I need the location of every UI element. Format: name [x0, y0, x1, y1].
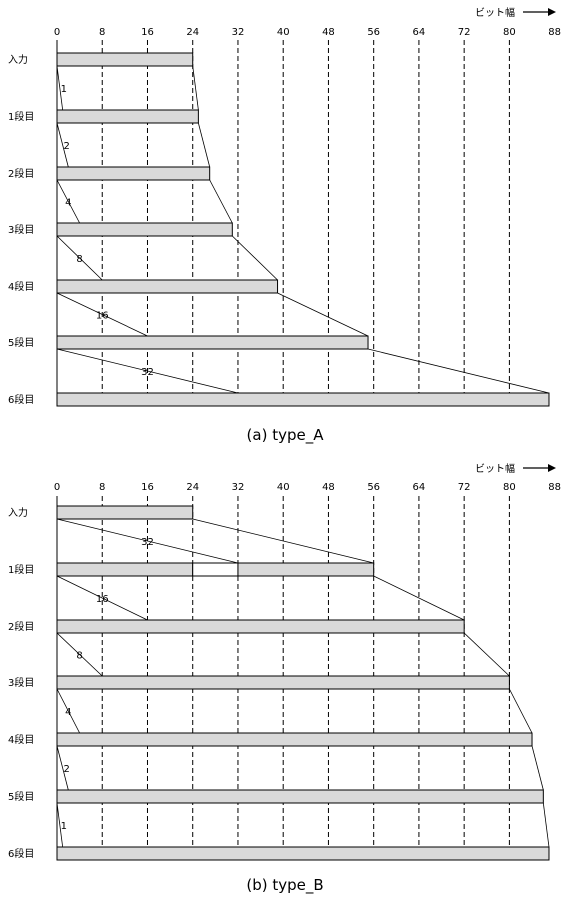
shift-label-b-5: 1	[61, 821, 67, 832]
shift-connector-left-b-0	[56, 518, 239, 564]
bar-a-3	[56, 222, 233, 237]
tick-label-a-64: 64	[413, 27, 426, 38]
tick-label-b-80: 80	[503, 482, 516, 493]
shift-label-a-4: 16	[96, 311, 109, 322]
width-connector-right-b-5	[542, 802, 550, 848]
tick-label-b-0: 0	[54, 482, 60, 493]
tick-label-a-24: 24	[186, 27, 199, 38]
tick-label-b-24: 24	[186, 482, 199, 493]
width-connector-right-a-5	[367, 348, 550, 394]
row-label-a-1: 1段目	[8, 110, 34, 123]
tick-label-a-72: 72	[458, 27, 471, 38]
tick-label-b-88: 88	[548, 482, 561, 493]
bar-b-2	[56, 619, 465, 634]
caption-b: (b) type_B	[246, 876, 323, 895]
row-label-a-0: 入力	[8, 53, 28, 66]
tick-label-b-8: 8	[99, 482, 105, 493]
shift-connector-left-b-5	[56, 802, 64, 848]
width-connector-right-b-1	[373, 575, 465, 621]
shift-label-a-1: 2	[63, 141, 69, 152]
shift-connector-left-b-3	[56, 688, 80, 734]
tick-label-a-40: 40	[277, 27, 290, 38]
width-connector-right-b-3	[509, 688, 533, 734]
shift-label-b-0: 32	[141, 537, 154, 548]
shift-label-b-4: 2	[63, 764, 69, 775]
tick-label-b-48: 48	[322, 482, 335, 493]
bar-a-5	[56, 335, 369, 350]
tick-label-b-32: 32	[232, 482, 245, 493]
row-label-a-4: 4段目	[8, 280, 34, 293]
shift-connector-left-a-2	[56, 179, 80, 224]
row-label-b-6: 6段目	[8, 847, 34, 860]
width-connector-right-a-4	[277, 292, 369, 337]
tick-label-a-32: 32	[232, 27, 245, 38]
shift-label-a-0: 1	[61, 84, 67, 95]
row-label-b-5: 5段目	[8, 790, 34, 803]
row-label-b-4: 4段目	[8, 733, 34, 746]
width-connector-right-a-1	[197, 122, 211, 168]
row-label-b-0: 入力	[8, 506, 28, 519]
width-connector-right-a-0	[192, 65, 199, 111]
bar-a-6	[56, 392, 550, 407]
axis-arrow-head-b	[548, 464, 556, 472]
tick-label-b-72: 72	[458, 482, 471, 493]
shift-connector-left-a-4	[56, 292, 148, 337]
caption-a: (a) type_A	[247, 426, 325, 445]
shift-label-b-2: 8	[76, 651, 82, 662]
shift-connector-left-b-4	[56, 745, 69, 791]
row-label-b-1: 1段目	[8, 563, 34, 576]
bar-b-4	[56, 732, 533, 747]
shift-connector-left-a-0	[56, 65, 64, 111]
row-label-b-2: 2段目	[8, 620, 34, 633]
width-connector-right-a-2	[209, 179, 233, 224]
bar-b-3	[56, 675, 510, 690]
shift-connector-left-a-3	[56, 235, 103, 281]
tick-label-a-8: 8	[99, 27, 105, 38]
shift-connector-left-b-2	[56, 632, 103, 677]
bar-b-5	[56, 789, 544, 804]
bar-b-1-part-b	[192, 562, 239, 577]
shift-label-a-5: 32	[141, 367, 154, 378]
bar-a-1	[56, 109, 199, 124]
shift-label-b-3: 4	[65, 707, 71, 718]
bar-a-4	[56, 279, 279, 294]
tick-label-b-56: 56	[367, 482, 380, 493]
shift-label-b-1: 16	[96, 594, 109, 605]
axis-unit-label-b: ビット幅	[475, 462, 515, 475]
bar-a-0	[56, 52, 194, 67]
axis-unit-label-a: ビット幅	[475, 6, 515, 19]
width-connector-right-b-2	[463, 632, 510, 677]
row-label-a-2: 2段目	[8, 167, 34, 180]
tick-label-a-88: 88	[548, 27, 561, 38]
axis-arrow-head-a	[548, 8, 556, 16]
row-label-a-6: 6段目	[8, 393, 34, 406]
tick-label-a-80: 80	[503, 27, 516, 38]
row-label-b-3: 3段目	[8, 676, 34, 689]
width-connector-right-b-4	[531, 745, 544, 791]
width-connector-right-b-0	[192, 518, 374, 564]
bar-b-0	[56, 505, 194, 520]
tick-label-a-16: 16	[141, 27, 154, 38]
tick-label-b-40: 40	[277, 482, 290, 493]
width-connector-right-a-3	[232, 235, 278, 281]
row-label-a-5: 5段目	[8, 336, 34, 349]
shift-connector-left-a-1	[56, 122, 69, 168]
tick-label-a-56: 56	[367, 27, 380, 38]
row-label-a-3: 3段目	[8, 223, 34, 236]
shift-connector-left-b-1	[56, 575, 148, 621]
tick-label-b-16: 16	[141, 482, 154, 493]
tick-label-b-64: 64	[413, 482, 426, 493]
bar-a-2	[56, 166, 211, 181]
bar-b-6	[56, 846, 550, 861]
shift-label-a-2: 4	[65, 198, 71, 209]
bar-b-1-part-a	[56, 562, 194, 577]
shift-connector-left-a-5	[56, 348, 239, 394]
shift-label-a-3: 8	[76, 254, 82, 265]
bar-b-1-part-c	[237, 562, 375, 577]
tick-label-a-0: 0	[54, 27, 60, 38]
tick-label-a-48: 48	[322, 27, 335, 38]
